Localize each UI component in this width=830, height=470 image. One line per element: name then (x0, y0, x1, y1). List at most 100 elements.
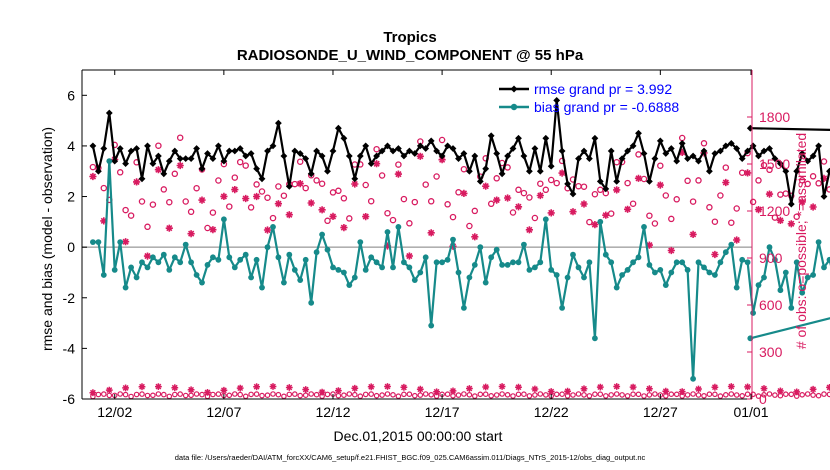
rmse-point (165, 157, 173, 165)
obs-possible-marker (711, 218, 719, 225)
obs-assimilated-low-marker (727, 383, 735, 390)
obs-possible-low-marker (161, 391, 167, 398)
bias-point (417, 269, 424, 276)
obs-possible-low-marker (559, 391, 565, 398)
obs-possible-marker (324, 217, 331, 225)
obs-assimilated-marker (394, 170, 402, 178)
obs-possible-marker (657, 162, 664, 169)
rmse-point (504, 152, 511, 160)
rmse-point (378, 147, 386, 155)
obs-possible-low-marker (777, 392, 784, 399)
obs-possible-low-marker (373, 392, 380, 399)
obs-possible-low-marker (471, 393, 478, 399)
bias-point (144, 264, 151, 271)
obs-possible-marker (542, 186, 550, 194)
y-tick-label-left: 2 (67, 189, 75, 205)
legend-bias-label: bias grand pr = -0.6888 (534, 99, 679, 115)
bias-point (553, 272, 560, 278)
obs-possible-marker (755, 177, 762, 184)
bias-point (204, 262, 211, 268)
obs-possible-low-marker (810, 392, 816, 398)
bias-point (537, 259, 544, 266)
rmse-point (340, 134, 348, 142)
y-tick-label-right: 600 (759, 297, 783, 313)
obs-possible-marker (209, 209, 217, 216)
obs-possible-marker (280, 192, 288, 199)
obs-assimilated-marker (198, 196, 206, 204)
bias-point (652, 269, 658, 276)
bias-point (504, 262, 511, 268)
obs-possible-low-marker (728, 391, 735, 397)
obs-possible-low-marker (193, 391, 200, 397)
obs-assimilated-low-marker (515, 383, 522, 391)
rmse-point (798, 150, 806, 157)
obs-possible-low-marker (319, 393, 325, 400)
rmse-point (777, 160, 784, 167)
bias-point (488, 254, 495, 261)
rmse-point (193, 145, 200, 152)
obs-assimilated-marker (711, 250, 719, 259)
obs-possible-low-marker (641, 393, 647, 399)
obs-assimilated-marker (754, 206, 763, 214)
obs-possible-marker (144, 223, 151, 231)
obs-assimilated-low-marker (269, 383, 277, 390)
rmse-point (695, 157, 702, 165)
obs-assimilated-marker (154, 166, 162, 174)
rmse-point (542, 134, 550, 142)
obs-possible-low-marker (570, 392, 576, 398)
obs-possible-marker (433, 173, 440, 180)
y-tick-label-left: -4 (63, 340, 76, 356)
bias-point (133, 274, 140, 281)
obs-assimilated-marker (536, 191, 544, 200)
bias-point (384, 229, 391, 235)
bias-point (728, 241, 735, 248)
bias-point (461, 305, 467, 311)
obs-possible-marker (662, 192, 670, 199)
obs-possible-low-marker (706, 391, 713, 398)
bias-point (526, 267, 533, 273)
obs-possible-low-marker (597, 391, 604, 398)
obs-possible-low-marker (455, 392, 462, 398)
bias-point (597, 218, 604, 225)
obs-possible-marker (193, 184, 200, 192)
rmse-point (144, 142, 151, 150)
rmse-point (815, 142, 822, 150)
obs-possible-marker (777, 191, 784, 198)
obs-possible-marker (804, 180, 811, 188)
obs-possible-low-marker (444, 391, 451, 398)
rmse-point (116, 145, 124, 152)
obs-possible-low-marker (450, 392, 456, 399)
rmse-point (515, 134, 522, 142)
obs-possible-low-marker (581, 392, 587, 398)
bias-point (264, 244, 271, 251)
obs-assimilated-low-marker (384, 383, 391, 390)
x-tick-label: 12/27 (643, 404, 678, 420)
obs-possible-marker (537, 180, 544, 187)
rmse-point (476, 178, 484, 185)
bias-point (237, 256, 244, 263)
rmse-point (629, 142, 637, 150)
obs-possible-marker (717, 192, 724, 199)
obs-possible-low-marker (602, 393, 609, 399)
obs-possible-marker (258, 188, 266, 195)
obs-assimilated-low-marker (629, 383, 637, 391)
bias-point (548, 267, 555, 273)
obs-possible-marker (749, 198, 757, 206)
obs-possible-low-marker (542, 392, 549, 398)
rmse-point (782, 167, 790, 175)
obs-assimilated-marker (89, 172, 97, 181)
rmse-point (531, 145, 539, 152)
obs-assimilated-marker (558, 169, 566, 177)
bias-point (455, 269, 462, 276)
y-tick-label-left: -6 (63, 391, 76, 407)
obs-assimilated-marker (176, 161, 184, 170)
rmse-point (406, 147, 413, 155)
chart-subtitle: RADIOSONDE_U_WIND_COMPONENT @ 55 hPa (237, 47, 584, 64)
rmse-point (362, 142, 370, 150)
obs-possible-marker (373, 145, 380, 153)
obs-possible-low-marker (673, 391, 680, 398)
rmse-point (258, 175, 266, 183)
obs-possible-marker (411, 198, 419, 206)
obs-possible-marker (509, 209, 517, 216)
bias-series (90, 158, 830, 382)
